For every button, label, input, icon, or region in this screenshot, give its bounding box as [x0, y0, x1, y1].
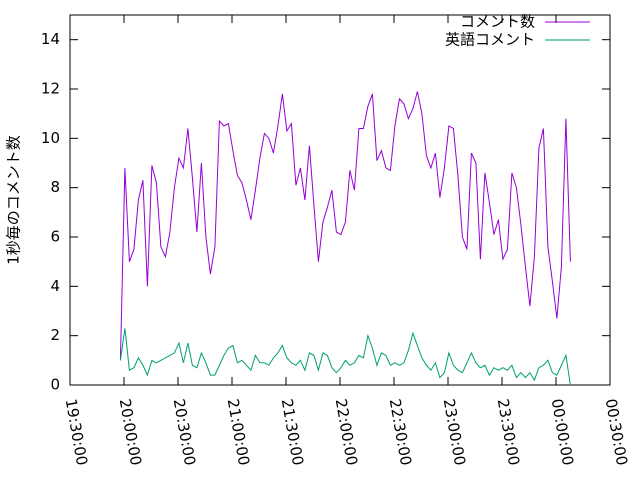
legend-label: 英語コメント — [445, 31, 535, 49]
x-tick-label: 23:00:00 — [440, 397, 469, 466]
x-tick-label: 20:30:00 — [170, 397, 199, 466]
y-tick-label: 0 — [50, 376, 60, 394]
y-tick-label: 4 — [50, 277, 60, 295]
y-tick-label: 14 — [41, 30, 60, 48]
y-tick-label: 8 — [50, 178, 60, 196]
x-tick-label: 22:00:00 — [332, 397, 361, 466]
x-tick-label: 23:30:00 — [494, 397, 523, 466]
x-tick-label: 19:30:00 — [62, 397, 91, 466]
legend-label: コメント数 — [460, 13, 535, 31]
x-tick-label: 20:00:00 — [116, 397, 145, 466]
series-line — [119, 91, 571, 361]
y-tick-label: 6 — [50, 228, 60, 246]
x-tick-label: 22:30:00 — [386, 397, 415, 466]
y-tick-label: 2 — [50, 326, 60, 344]
x-tick-label: 21:00:00 — [224, 397, 253, 466]
y-tick-label: 10 — [41, 129, 60, 147]
x-tick-label: 00:00:00 — [548, 397, 577, 466]
y-tick-label: 12 — [41, 80, 60, 98]
x-tick-label: 00:30:00 — [602, 397, 631, 466]
series-line — [119, 328, 571, 386]
x-tick-label: 21:30:00 — [278, 397, 307, 466]
y-axis-label: 1秒毎のコメント数 — [5, 135, 23, 265]
